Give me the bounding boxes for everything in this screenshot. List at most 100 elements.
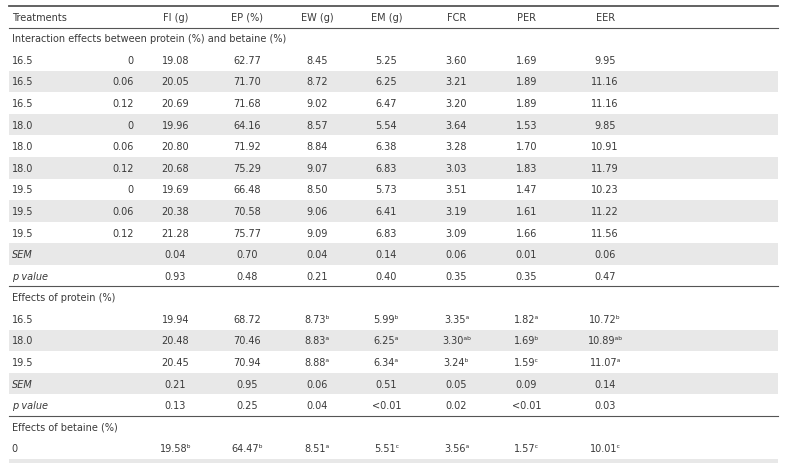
Text: 9.06: 9.06 [306,206,328,217]
Text: 18.0: 18.0 [12,120,33,131]
Text: 3.19: 3.19 [445,206,467,217]
Text: 18.0: 18.0 [12,142,33,152]
Text: 0.35: 0.35 [515,271,538,281]
Text: 19.08: 19.08 [162,56,189,66]
Text: 6.47: 6.47 [375,99,397,109]
Text: 5.25: 5.25 [375,56,397,66]
Text: FI (g): FI (g) [163,13,188,23]
Text: 0.06: 0.06 [445,250,467,260]
Text: 0.35: 0.35 [445,271,467,281]
Text: 0.51: 0.51 [375,379,397,389]
Text: FCR: FCR [447,13,466,23]
Text: 1.89: 1.89 [515,99,538,109]
Text: 1.53: 1.53 [515,120,538,131]
Text: 3.56ᵃ: 3.56ᵃ [444,443,469,453]
Text: 20.69: 20.69 [161,99,190,109]
Text: 9.07: 9.07 [306,163,328,174]
Text: <0.01: <0.01 [371,400,401,410]
Text: 70.94: 70.94 [233,357,261,367]
Text: 20.48: 20.48 [161,336,190,346]
Text: 6.41: 6.41 [375,206,397,217]
Text: 0.13: 0.13 [164,400,187,410]
Text: 3.28: 3.28 [445,142,467,152]
Text: 11.16: 11.16 [592,99,619,109]
Text: 66.48: 66.48 [234,185,260,195]
Text: 11.79: 11.79 [591,163,619,174]
Text: 71.68: 71.68 [233,99,261,109]
Text: 71.92: 71.92 [233,142,261,152]
Text: 0.21: 0.21 [306,271,328,281]
Bar [9,200,778,222]
Text: 0.25: 0.25 [236,400,258,410]
Text: 0.09: 0.09 [515,379,538,389]
Bar [9,351,778,373]
Text: 3.03: 3.03 [445,163,467,174]
Text: 10.23: 10.23 [591,185,619,195]
Text: EP (%): EP (%) [231,13,263,23]
Text: 0.14: 0.14 [594,379,616,389]
Text: Interaction effects between protein (%) and betaine (%): Interaction effects between protein (%) … [12,34,286,44]
Text: 19.58ᵇ: 19.58ᵇ [160,443,191,453]
Text: 3.24ᵇ: 3.24ᵇ [444,357,469,367]
Bar [9,265,778,287]
Text: 19.5: 19.5 [12,228,33,238]
Text: SEM: SEM [12,250,32,260]
Text: 20.38: 20.38 [161,206,190,217]
Text: 19.5: 19.5 [12,185,33,195]
Text: 9.95: 9.95 [594,56,616,66]
Text: 1.82ᵃ: 1.82ᵃ [514,314,539,324]
Bar [9,373,778,394]
Text: 20.68: 20.68 [161,163,190,174]
Bar [9,136,778,157]
Text: 10.89ᵃᵇ: 10.89ᵃᵇ [588,336,623,346]
Text: 3.64: 3.64 [445,120,467,131]
Text: 1.69: 1.69 [515,56,538,66]
Bar [9,438,778,459]
Text: 0.02: 0.02 [445,400,467,410]
Text: 0.06: 0.06 [113,142,134,152]
Text: 6.38: 6.38 [375,142,397,152]
Text: 8.83ᵃ: 8.83ᵃ [305,336,330,346]
Bar [9,394,778,416]
Text: 8.50: 8.50 [306,185,328,195]
Text: 11.22: 11.22 [591,206,619,217]
Text: 8.45: 8.45 [306,56,328,66]
Text: 8.88ᵃ: 8.88ᵃ [305,357,330,367]
Text: 3.30ᵃᵇ: 3.30ᵃᵇ [442,336,471,346]
Text: 0.04: 0.04 [306,250,328,260]
Text: 20.80: 20.80 [161,142,190,152]
Bar [9,330,778,351]
Text: 3.35ᵃ: 3.35ᵃ [444,314,469,324]
Text: Treatments: Treatments [12,13,67,23]
Text: 0.14: 0.14 [375,250,397,260]
Bar [9,114,778,136]
Text: 62.77: 62.77 [233,56,261,66]
Text: 9.02: 9.02 [306,99,328,109]
Text: 20.45: 20.45 [161,357,190,367]
Text: 5.54: 5.54 [375,120,397,131]
Text: 0.05: 0.05 [445,379,467,389]
Text: 0.04: 0.04 [164,250,187,260]
Bar [9,7,778,29]
Text: 0.01: 0.01 [515,250,538,260]
Text: 11.56: 11.56 [591,228,619,238]
Bar [9,71,778,93]
Text: 0.03: 0.03 [594,400,616,410]
Text: 3.20: 3.20 [445,99,467,109]
Text: 19.5: 19.5 [12,206,33,217]
Text: 10.91: 10.91 [592,142,619,152]
Bar [9,93,778,114]
Text: 0.93: 0.93 [164,271,187,281]
Text: 3.60: 3.60 [445,56,467,66]
Text: 18.0: 18.0 [12,336,33,346]
Bar [9,179,778,200]
Text: 16.5: 16.5 [12,77,33,88]
Text: 1.61: 1.61 [515,206,538,217]
Text: 5.99ᵇ: 5.99ᵇ [374,314,399,324]
Text: 6.25: 6.25 [375,77,397,88]
Text: 6.83: 6.83 [375,228,397,238]
Text: 0.48: 0.48 [236,271,258,281]
Text: 64.16: 64.16 [234,120,260,131]
Text: 19.96: 19.96 [162,120,189,131]
Bar [9,29,778,50]
